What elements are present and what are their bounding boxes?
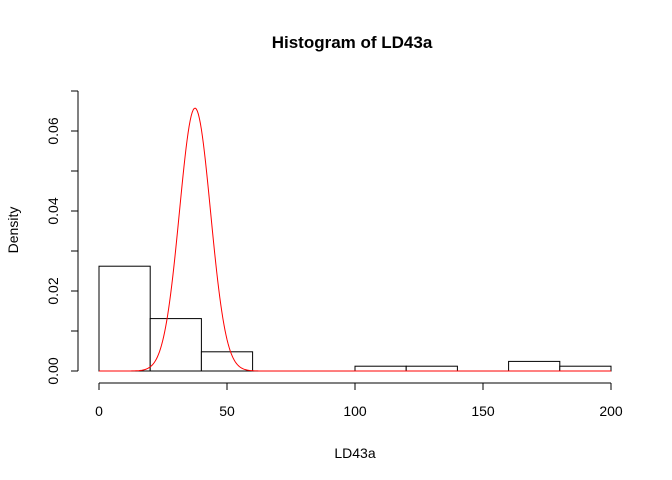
y-axis-label: Density — [5, 207, 21, 254]
y-tick-label-1: 0.00 — [45, 357, 61, 384]
density-curve — [99, 107, 611, 372]
x-tick-label-5: 200 — [599, 403, 623, 419]
histogram-bar-1 — [98, 265, 151, 372]
y-tick-label-4: 0.06 — [45, 117, 61, 144]
histogram-bar-3 — [200, 351, 254, 372]
histogram-bar-2 — [149, 318, 202, 372]
histogram-bar-9 — [508, 360, 561, 372]
density-curve-layer — [99, 107, 611, 372]
x-tick-label-1: 0 — [95, 403, 103, 419]
y-tick-label-2: 0.02 — [45, 277, 61, 304]
histogram-bar-7 — [405, 365, 458, 372]
y-tick-label-3: 0.04 — [45, 197, 61, 224]
chart-title: Histogram of LD43a — [272, 33, 433, 52]
histogram-bar-6 — [354, 365, 407, 372]
x-tick-label-3: 100 — [343, 403, 367, 419]
histogram-bars — [98, 265, 612, 372]
x-tick-label-2: 50 — [219, 403, 235, 419]
x-axis: 0 50 100 150 200 — [95, 382, 623, 419]
x-axis-label: LD43a — [334, 445, 375, 461]
histogram-bar-10 — [559, 365, 612, 372]
x-tick-label-4: 150 — [471, 403, 495, 419]
y-axis: 0.00 0.02 0.04 0.06 — [45, 90, 79, 385]
